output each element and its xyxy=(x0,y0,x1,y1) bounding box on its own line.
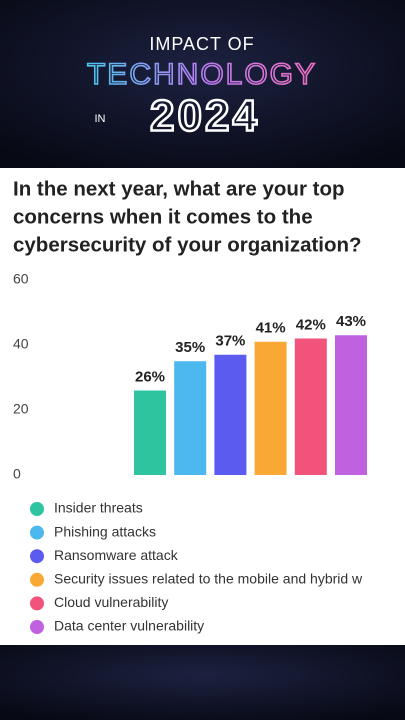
value-label: 37% xyxy=(215,333,245,350)
bar xyxy=(214,354,247,475)
legend-label: Security issues related to the mobile an… xyxy=(54,571,363,587)
header-line2: TECHNOLOGY xyxy=(87,58,317,91)
value-label: 41% xyxy=(256,320,286,337)
legend-marker xyxy=(30,596,44,611)
chart-title: In the next year, what are your top xyxy=(13,177,345,200)
value-label: 43% xyxy=(336,313,366,330)
bar xyxy=(174,361,207,475)
chart-title: concerns when it comes to the xyxy=(13,205,313,228)
legend-marker xyxy=(30,620,44,634)
bar xyxy=(335,335,367,475)
bar xyxy=(254,341,287,475)
footer-background xyxy=(0,645,405,720)
bar xyxy=(294,338,327,475)
header-prefix: IN xyxy=(95,113,106,125)
y-tick-label: 20 xyxy=(13,401,29,417)
y-tick-label: 60 xyxy=(13,271,29,287)
y-tick-label: 0 xyxy=(13,466,21,482)
value-label: 26% xyxy=(135,368,165,385)
legend-label: Ransomware attack xyxy=(54,547,179,563)
header-background xyxy=(0,0,405,168)
legend-label: Cloud vulnerability xyxy=(54,594,168,610)
legend-label: Insider threats xyxy=(54,500,143,516)
value-label: 35% xyxy=(175,339,205,356)
legend-label: Phishing attacks xyxy=(54,523,156,539)
chart: In the next year, what are your top conce… xyxy=(13,177,367,634)
legend-marker xyxy=(30,502,44,516)
y-tick-label: 40 xyxy=(13,336,29,352)
chart-title: cybersecurity of your organization? xyxy=(13,233,362,256)
value-label: 42% xyxy=(296,316,326,333)
legend-marker xyxy=(30,525,44,540)
header-year: 2024 xyxy=(150,92,260,141)
header-line1: IMPACT OF xyxy=(149,34,254,54)
legend-marker xyxy=(30,572,44,587)
bar xyxy=(134,390,166,475)
legend-label: Data center vulnerability xyxy=(54,618,204,634)
legend-marker xyxy=(30,549,44,564)
